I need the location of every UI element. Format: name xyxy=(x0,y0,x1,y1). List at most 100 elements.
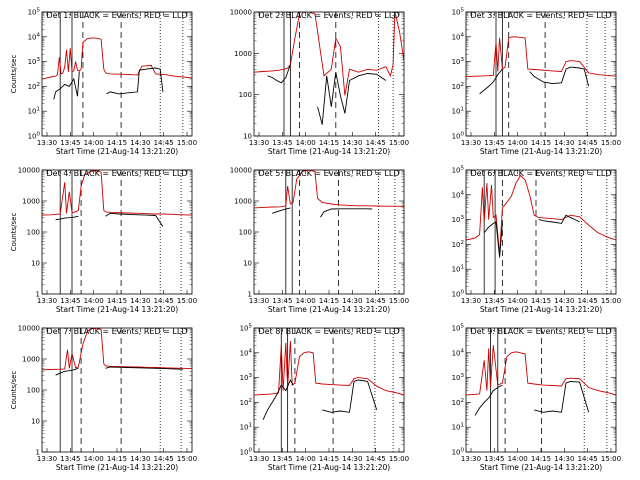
x-tick-label: 14:15 xyxy=(107,297,127,305)
x-tick-label: 14:30 xyxy=(554,455,574,463)
x-tick-label: 13:45 xyxy=(60,139,80,147)
x-tick-label: 14:45 xyxy=(154,139,174,147)
y-tick-label: 104 xyxy=(452,32,465,41)
x-tick-label: 14:30 xyxy=(554,139,574,147)
x-tick-label: 13:30 xyxy=(249,297,269,305)
x-axis-label: Start Time (21-Aug-14 13:21:20) xyxy=(480,147,602,156)
x-tick-label: 14:45 xyxy=(154,297,174,305)
x-tick-label: 14:00 xyxy=(508,297,528,305)
x-tick-label: 14:30 xyxy=(342,297,362,305)
panel-title: Det 7: BLACK = Events, RED = LLD xyxy=(47,327,188,336)
y-tick-label: 10 xyxy=(31,260,40,268)
x-tick-label: 13:45 xyxy=(484,297,504,305)
y-tick-label: 102 xyxy=(452,82,464,91)
detector-panel-9: 13:30 13:45 14:00 14:15 14:30 14:45 15:00 100 10… xyxy=(452,324,622,473)
x-axis-label: Start Time (21-Aug-14 13:21:20) xyxy=(56,463,178,472)
y-tick-label: 1 xyxy=(248,291,252,299)
x-tick-label: 13:30 xyxy=(37,139,57,147)
y-tick-label: 103 xyxy=(452,57,465,66)
plot-frame xyxy=(465,169,617,295)
x-tick-label: 14:30 xyxy=(342,455,362,463)
x-tick-label: 13:30 xyxy=(37,455,57,463)
lld-series-line xyxy=(254,12,404,96)
panel-title: Det 1: BLACK = Events, RED = LLD xyxy=(47,11,188,20)
plot-frame xyxy=(41,169,193,295)
lld-series-line xyxy=(466,36,616,77)
x-tick-label: 14:00 xyxy=(508,455,528,463)
x-tick-label: 14:15 xyxy=(531,455,551,463)
x-tick-label: 14:00 xyxy=(84,139,104,147)
events-series-line xyxy=(267,64,387,125)
events-series-line xyxy=(53,67,164,100)
lld-series-line xyxy=(42,328,192,371)
detector-panel-3: 13:30 13:45 14:00 14:15 14:30 14:45 15:00 100 10… xyxy=(452,8,622,157)
plot-frame xyxy=(41,327,193,453)
y-tick-label: 1000 xyxy=(234,198,252,206)
y-tick-label: 100 xyxy=(239,91,252,99)
y-tick-label: 100 xyxy=(452,290,465,299)
detector-panel-4: 13:30 13:45 14:00 14:15 14:30 14:45 15:00 1 10 10… xyxy=(10,167,197,315)
plot-frame xyxy=(465,327,617,453)
x-tick-label: 14:00 xyxy=(296,455,316,463)
y-tick-label: 102 xyxy=(28,82,40,91)
y-tick-label: 101 xyxy=(240,423,252,432)
x-tick-label: 15:00 xyxy=(601,455,621,463)
y-axis-label: Counts/sec xyxy=(10,371,18,410)
lld-series-line xyxy=(466,345,616,396)
x-tick-label: 15:00 xyxy=(389,455,409,463)
y-tick-label: 105 xyxy=(452,324,465,333)
x-tick-label: 14:45 xyxy=(366,139,386,147)
events-series-line xyxy=(55,366,183,376)
plot-frame xyxy=(253,327,405,453)
events-series-line xyxy=(479,66,590,95)
x-tick-label: 14:00 xyxy=(84,297,104,305)
detector-panel-8: 13:30 13:45 14:00 14:15 14:30 14:45 15:00 100 10… xyxy=(240,324,410,473)
panel-title: Det 5: BLACK = Events, RED = LLD xyxy=(259,169,400,178)
y-tick-label: 105 xyxy=(28,8,41,17)
y-tick-label: 10000 xyxy=(230,9,252,17)
y-tick-label: 100 xyxy=(27,387,40,395)
panel-title: Det 8: BLACK = Events, RED = LLD xyxy=(259,327,400,336)
events-series-line xyxy=(55,212,164,227)
x-tick-label: 14:30 xyxy=(130,297,150,305)
y-tick-label: 105 xyxy=(452,8,465,17)
x-tick-label: 13:30 xyxy=(249,455,269,463)
x-axis-label: Start Time (21-Aug-14 13:21:20) xyxy=(268,305,390,314)
y-tick-label: 101 xyxy=(452,265,464,274)
x-tick-label: 13:45 xyxy=(484,455,504,463)
x-tick-label: 14:15 xyxy=(531,297,551,305)
x-tick-label: 13:30 xyxy=(37,297,57,305)
y-tick-label: 102 xyxy=(452,398,464,407)
y-tick-label: 100 xyxy=(239,229,252,237)
x-tick-label: 14:45 xyxy=(578,139,598,147)
x-tick-label: 13:30 xyxy=(461,139,481,147)
y-tick-label: 10000 xyxy=(18,325,40,333)
events-series-line xyxy=(262,378,378,420)
y-tick-label: 1000 xyxy=(22,198,40,206)
y-tick-label: 104 xyxy=(452,190,465,199)
y-tick-label: 10000 xyxy=(230,167,252,175)
lld-series-line xyxy=(42,37,192,80)
lld-series-line xyxy=(254,170,404,209)
x-tick-label: 15:00 xyxy=(177,455,197,463)
y-tick-label: 1000 xyxy=(234,50,252,58)
y-tick-label: 103 xyxy=(240,373,253,382)
x-tick-label: 14:45 xyxy=(366,297,386,305)
y-tick-label: 100 xyxy=(240,448,253,457)
x-tick-label: 15:00 xyxy=(601,297,621,305)
x-axis-label: Start Time (21-Aug-14 13:21:20) xyxy=(480,463,602,472)
x-tick-label: 13:45 xyxy=(484,139,504,147)
x-axis-label: Start Time (21-Aug-14 13:21:20) xyxy=(268,463,390,472)
x-tick-label: 13:45 xyxy=(272,139,292,147)
x-tick-label: 14:00 xyxy=(508,139,528,147)
y-tick-label: 102 xyxy=(452,240,464,249)
x-axis-label: Start Time (21-Aug-14 13:21:20) xyxy=(56,147,178,156)
y-tick-label: 10 xyxy=(31,418,40,426)
x-axis-label: Start Time (21-Aug-14 13:21:20) xyxy=(480,305,602,314)
y-tick-label: 100 xyxy=(27,229,40,237)
y-tick-label: 104 xyxy=(452,348,465,357)
y-tick-label: 104 xyxy=(240,348,253,357)
x-tick-label: 14:15 xyxy=(531,139,551,147)
events-series-line xyxy=(272,207,373,218)
y-tick-label: 100 xyxy=(28,132,41,141)
